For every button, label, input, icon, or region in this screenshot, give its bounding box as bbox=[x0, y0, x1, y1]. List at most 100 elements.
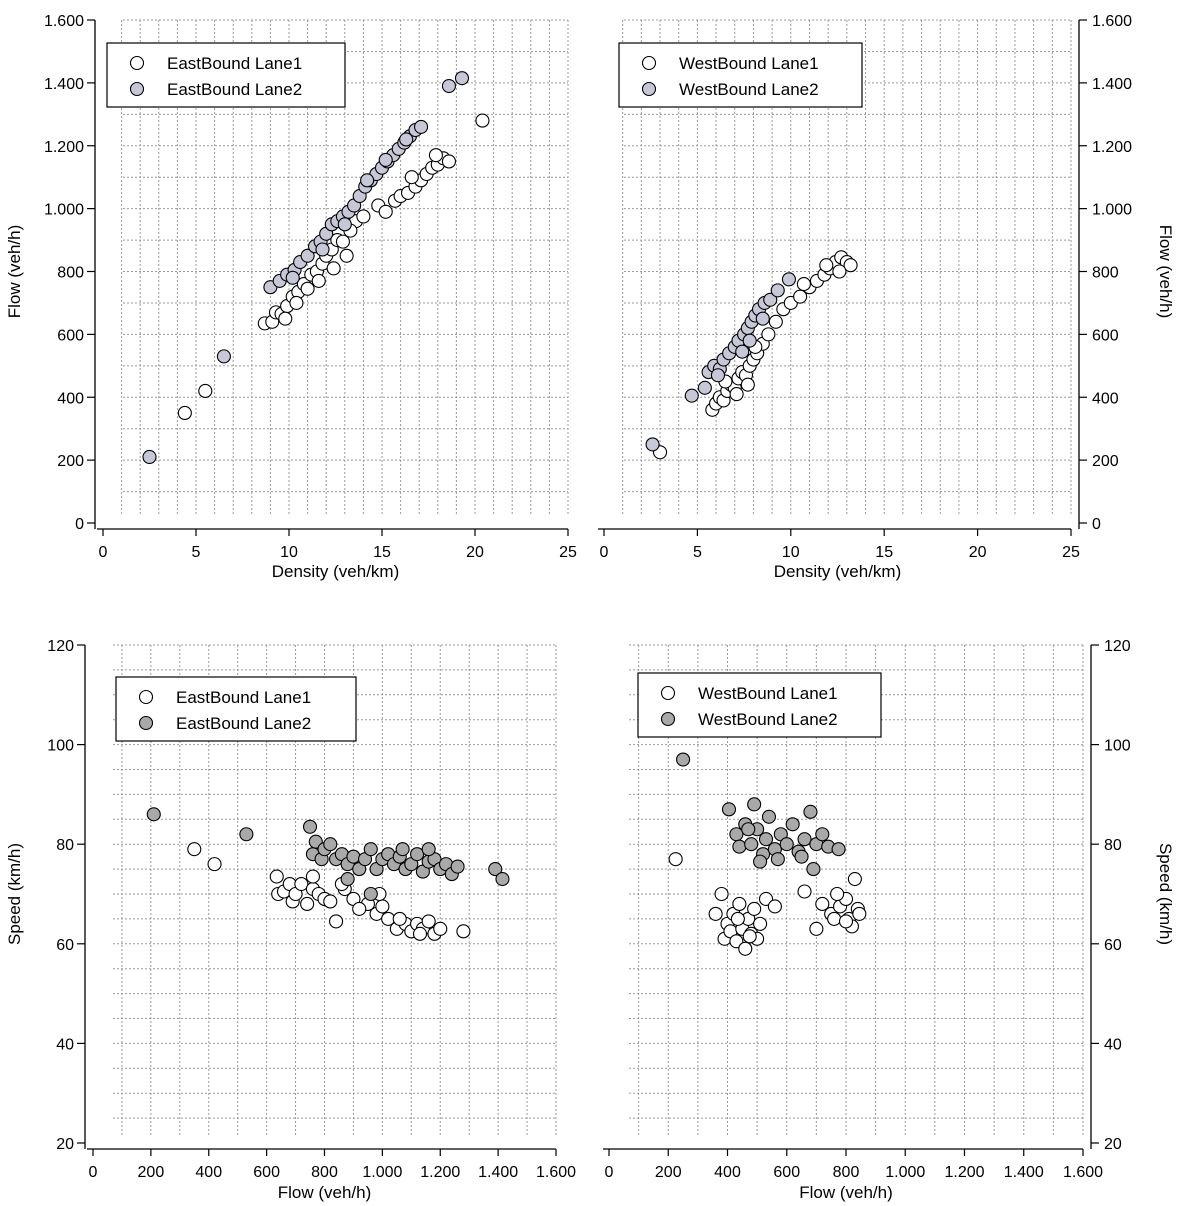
data-point bbox=[363, 842, 378, 857]
y-tick-label: 1.000 bbox=[1092, 202, 1132, 219]
data-point bbox=[714, 886, 729, 902]
data-point bbox=[421, 842, 436, 857]
y-tick-label: 600 bbox=[1092, 327, 1119, 344]
data-point bbox=[356, 209, 371, 224]
data-point bbox=[289, 295, 304, 310]
y-tick-label: 1.400 bbox=[44, 76, 84, 93]
data-point bbox=[363, 886, 378, 902]
data-point bbox=[207, 857, 222, 872]
y-tick-label: 400 bbox=[57, 390, 84, 407]
data-point bbox=[708, 906, 723, 921]
data-point bbox=[729, 387, 744, 402]
legend-label: EastBound Lane1 bbox=[167, 54, 302, 73]
x-tick-label: 5 bbox=[693, 544, 702, 561]
legend-label: EastBound Lane2 bbox=[176, 714, 311, 733]
data-point bbox=[852, 906, 867, 921]
legend-marker bbox=[138, 715, 154, 731]
data-point bbox=[335, 234, 350, 249]
data-point bbox=[770, 283, 785, 298]
data-point bbox=[781, 272, 796, 287]
x-tick-label: 1.000 bbox=[362, 1164, 402, 1181]
data-point bbox=[177, 405, 192, 421]
data-point bbox=[412, 926, 428, 941]
legend-label: EastBound Lane2 bbox=[167, 80, 302, 99]
data-point bbox=[758, 832, 774, 847]
y-tick-label: 40 bbox=[1104, 1036, 1122, 1053]
data-point bbox=[378, 204, 393, 219]
x-tick-label: 1.400 bbox=[478, 1164, 518, 1181]
x-tick-label: 1.000 bbox=[885, 1164, 925, 1181]
data-point bbox=[732, 896, 747, 912]
x-axis-title: Density (veh/km) bbox=[272, 562, 400, 581]
legend-box bbox=[106, 42, 346, 108]
data-point bbox=[441, 154, 457, 169]
data-point bbox=[738, 941, 753, 956]
data-point bbox=[323, 837, 338, 852]
data-point bbox=[340, 872, 355, 887]
data-point bbox=[763, 292, 778, 307]
data-point bbox=[676, 752, 691, 767]
data-point bbox=[410, 847, 425, 862]
data-point bbox=[339, 248, 354, 263]
data-point bbox=[832, 264, 847, 279]
data-point bbox=[797, 884, 812, 899]
x-tick-label: 1.200 bbox=[944, 1164, 984, 1181]
data-point bbox=[747, 901, 762, 916]
x-tick-label: 0 bbox=[600, 544, 609, 561]
data-point bbox=[770, 852, 785, 867]
y-tick-label: 0 bbox=[1092, 516, 1101, 533]
data-point bbox=[806, 862, 821, 877]
x-tick-label: 1.400 bbox=[1004, 1164, 1044, 1181]
flow-density-eastbound-chart: 0 5 10 15 20 25 0 200 400 600 800 1.000 1.200 1.400 1.… bbox=[5, 13, 577, 581]
axes: 0 5 10 15 20 25 0 200 400 600 800 1.000 1.200 1.400 1.… bbox=[5, 13, 577, 581]
data-point bbox=[495, 872, 510, 887]
legend-marker bbox=[129, 55, 145, 71]
grid bbox=[622, 19, 1072, 515]
series-2 bbox=[676, 752, 846, 877]
data-point bbox=[311, 273, 326, 288]
x-tick-label: 15 bbox=[875, 544, 893, 561]
x-tick-label: 400 bbox=[195, 1164, 222, 1181]
data-point bbox=[753, 854, 768, 869]
data-point bbox=[797, 832, 812, 847]
legend: WestBound Lane1 WestBound Lane2 bbox=[637, 672, 882, 738]
legend-label: EastBound Lane1 bbox=[176, 688, 311, 707]
series-1 bbox=[668, 852, 867, 956]
y-tick-label: 600 bbox=[57, 327, 84, 344]
data-point bbox=[450, 859, 465, 874]
data-point bbox=[278, 311, 293, 326]
data-point bbox=[378, 152, 393, 167]
legend-marker bbox=[641, 81, 657, 97]
legend-box bbox=[618, 42, 863, 108]
y-tick-label: 400 bbox=[1092, 390, 1119, 407]
data-point bbox=[300, 281, 315, 296]
data-point bbox=[794, 849, 809, 864]
data-point bbox=[645, 437, 660, 452]
data-point bbox=[337, 217, 352, 232]
legend-label: WestBound Lane1 bbox=[679, 54, 819, 73]
data-point bbox=[735, 344, 750, 359]
x-tick-label: 600 bbox=[773, 1164, 800, 1181]
data-point bbox=[294, 876, 309, 892]
legend-label: WestBound Lane2 bbox=[679, 80, 819, 99]
x-tick-label: 20 bbox=[969, 544, 987, 561]
y-tick-label: 80 bbox=[1104, 837, 1122, 854]
data-point bbox=[753, 916, 768, 931]
x-tick-label: 5 bbox=[192, 544, 201, 561]
x-tick-label: 1.200 bbox=[420, 1164, 460, 1181]
y-tick-label: 1.000 bbox=[44, 202, 84, 219]
data-point bbox=[475, 113, 490, 128]
data-point bbox=[697, 380, 712, 395]
data-point bbox=[300, 896, 315, 912]
series-2 bbox=[645, 272, 796, 452]
data-point bbox=[815, 896, 830, 912]
data-point bbox=[395, 842, 410, 857]
x-tick-label: 1.600 bbox=[1063, 1164, 1103, 1181]
data-point bbox=[433, 921, 448, 936]
legend-box bbox=[115, 676, 357, 742]
y-axis-title: Flow (veh/h) bbox=[5, 225, 24, 319]
data-point bbox=[668, 852, 683, 867]
